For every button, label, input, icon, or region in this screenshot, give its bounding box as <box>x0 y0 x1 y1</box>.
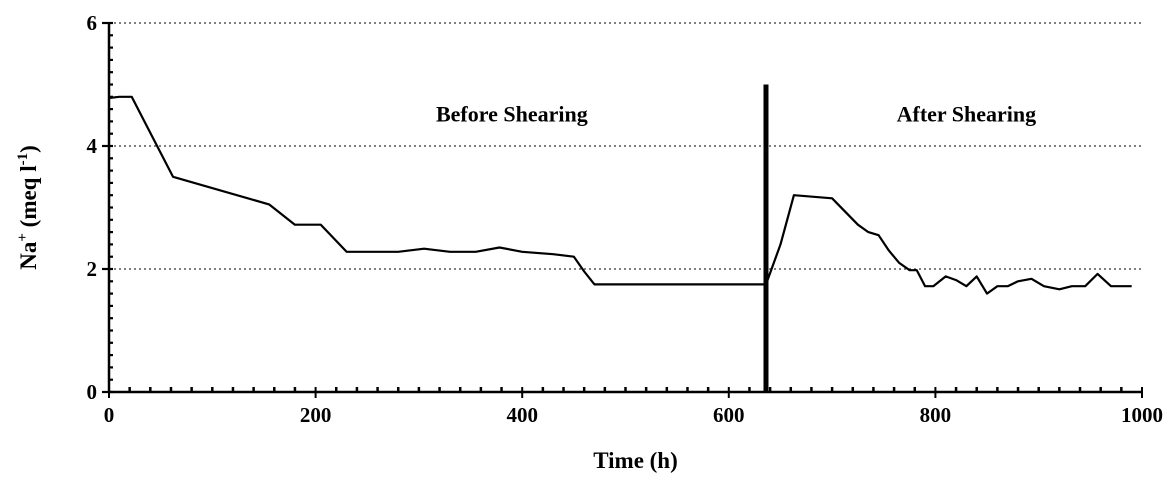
y-tick-label-2: 2 <box>87 257 98 281</box>
x-tick-label-1000: 1000 <box>1121 403 1163 427</box>
plot-area <box>108 84 1132 392</box>
axes <box>102 21 1143 398</box>
x-axis-title: Time (h) <box>593 448 678 473</box>
y-tick-label-6: 6 <box>87 11 98 35</box>
x-tick-label-800: 800 <box>920 403 952 427</box>
y-axis-title-part: ) <box>16 145 41 153</box>
y-axis-title-superscript: -1 <box>15 153 31 166</box>
annotation-0: Before Shearing <box>436 101 588 126</box>
gridlines <box>109 22 1142 270</box>
series-line-0 <box>108 95 1132 295</box>
x-tick-label-600: 600 <box>713 403 745 427</box>
y-axis-title-part: (meq l <box>16 165 41 233</box>
annotation-1: After Shearing <box>897 101 1037 126</box>
y-tick-label-0: 0 <box>87 380 98 404</box>
x-tick-label-400: 400 <box>506 403 538 427</box>
y-axis-title: Na+ (meq l-1) <box>15 145 41 270</box>
y-tick-label-4: 4 <box>87 134 98 158</box>
y-axis-title-superscript: + <box>15 233 31 242</box>
labels: 0 200 400 600 800 1000 0 2 4 6 Before Shearing Afte… <box>15 11 1163 473</box>
y-axis-title-part: Na <box>16 241 41 270</box>
x-tick-label-0: 0 <box>104 403 115 427</box>
x-tick-label-200: 200 <box>300 403 332 427</box>
